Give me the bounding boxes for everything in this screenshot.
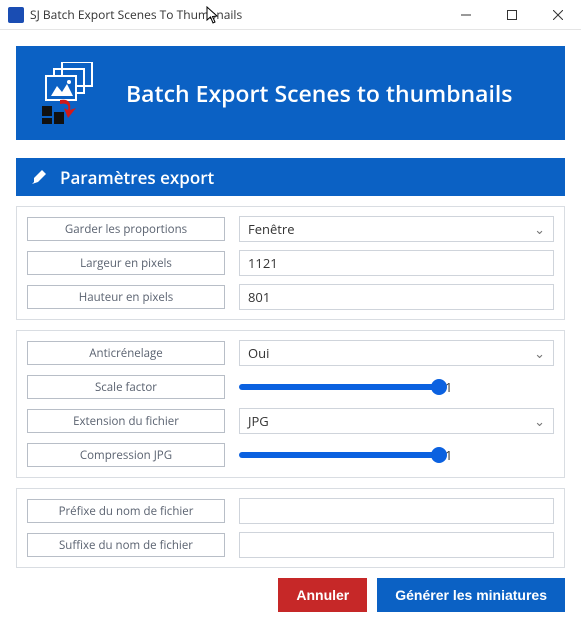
banner-logo-icon xyxy=(40,62,104,124)
row-file-ext: Extension du fichier JPG ⌄ xyxy=(27,407,554,435)
select-keep-proportions[interactable]: Fenêtre ⌄ xyxy=(239,216,554,242)
input-height[interactable]: 801 xyxy=(239,284,554,310)
row-file-suffix: Suffixe du nom de fichier xyxy=(27,531,554,559)
row-antialias: Anticrénelage Oui ⌄ xyxy=(27,339,554,367)
form-group-render: Anticrénelage Oui ⌄ Scale factor 1 xyxy=(16,330,565,478)
label-width: Largeur en pixels xyxy=(27,251,225,275)
form-group-dimensions: Garder les proportions Fenêtre ⌄ Largeur… xyxy=(16,206,565,320)
slider-scale-factor[interactable]: 1 xyxy=(239,374,554,400)
pencil-icon xyxy=(30,168,48,186)
input-value: 1121 xyxy=(248,254,278,272)
section-title: Paramètres export xyxy=(60,166,214,189)
label-file-prefix: Préfixe du nom de fichier xyxy=(27,499,225,523)
slider-thumb[interactable] xyxy=(431,447,447,463)
row-keep-proportions: Garder les proportions Fenêtre ⌄ xyxy=(27,215,554,243)
chevron-down-icon: ⌄ xyxy=(534,220,545,238)
input-file-prefix[interactable] xyxy=(239,498,554,524)
window-content: Batch Export Scenes to thumbnails Paramè… xyxy=(0,30,581,628)
label-file-ext: Extension du fichier xyxy=(27,409,225,433)
select-value: Fenêtre xyxy=(248,220,295,238)
form-group-filename: Préfixe du nom de fichier Suffixe du nom… xyxy=(16,488,565,568)
export-form: Garder les proportions Fenêtre ⌄ Largeur… xyxy=(16,206,565,612)
input-width[interactable]: 1121 xyxy=(239,250,554,276)
window-title: SJ Batch Export Scenes To Thumbnails xyxy=(30,6,242,23)
slider-track xyxy=(239,452,439,458)
input-file-suffix[interactable] xyxy=(239,532,554,558)
generate-button[interactable]: Générer les miniatures xyxy=(377,578,565,612)
slider-jpg-compression[interactable]: 1 xyxy=(239,442,554,468)
chevron-down-icon: ⌄ xyxy=(534,412,545,430)
slider-thumb[interactable] xyxy=(431,379,447,395)
section-header: Paramètres export xyxy=(16,158,565,196)
select-antialias[interactable]: Oui ⌄ xyxy=(239,340,554,366)
app-icon xyxy=(8,7,24,23)
row-width: Largeur en pixels 1121 xyxy=(27,249,554,277)
cancel-button[interactable]: Annuler xyxy=(278,578,367,612)
slider-track xyxy=(239,384,439,390)
input-value: 801 xyxy=(248,288,270,306)
row-height: Hauteur en pixels 801 xyxy=(27,283,554,311)
label-height: Hauteur en pixels xyxy=(27,285,225,309)
window-titlebar: SJ Batch Export Scenes To Thumbnails xyxy=(0,0,581,30)
select-file-ext[interactable]: JPG ⌄ xyxy=(239,408,554,434)
minimize-button[interactable] xyxy=(443,0,489,30)
window-controls xyxy=(443,0,581,30)
footer-buttons: Annuler Générer les miniatures xyxy=(16,578,565,612)
label-antialias: Anticrénelage xyxy=(27,341,225,365)
close-button[interactable] xyxy=(535,0,581,30)
label-jpg-compression: Compression JPG xyxy=(27,443,225,467)
label-scale-factor: Scale factor xyxy=(27,375,225,399)
row-scale-factor: Scale factor 1 xyxy=(27,373,554,401)
row-jpg-compression: Compression JPG 1 xyxy=(27,441,554,469)
label-file-suffix: Suffixe du nom de fichier xyxy=(27,533,225,557)
banner: Batch Export Scenes to thumbnails xyxy=(16,46,565,140)
chevron-down-icon: ⌄ xyxy=(534,344,545,362)
select-value: Oui xyxy=(248,344,269,362)
banner-title: Batch Export Scenes to thumbnails xyxy=(126,77,513,109)
maximize-button[interactable] xyxy=(489,0,535,30)
row-file-prefix: Préfixe du nom de fichier xyxy=(27,497,554,525)
label-keep-proportions: Garder les proportions xyxy=(27,217,225,241)
select-value: JPG xyxy=(248,412,269,430)
